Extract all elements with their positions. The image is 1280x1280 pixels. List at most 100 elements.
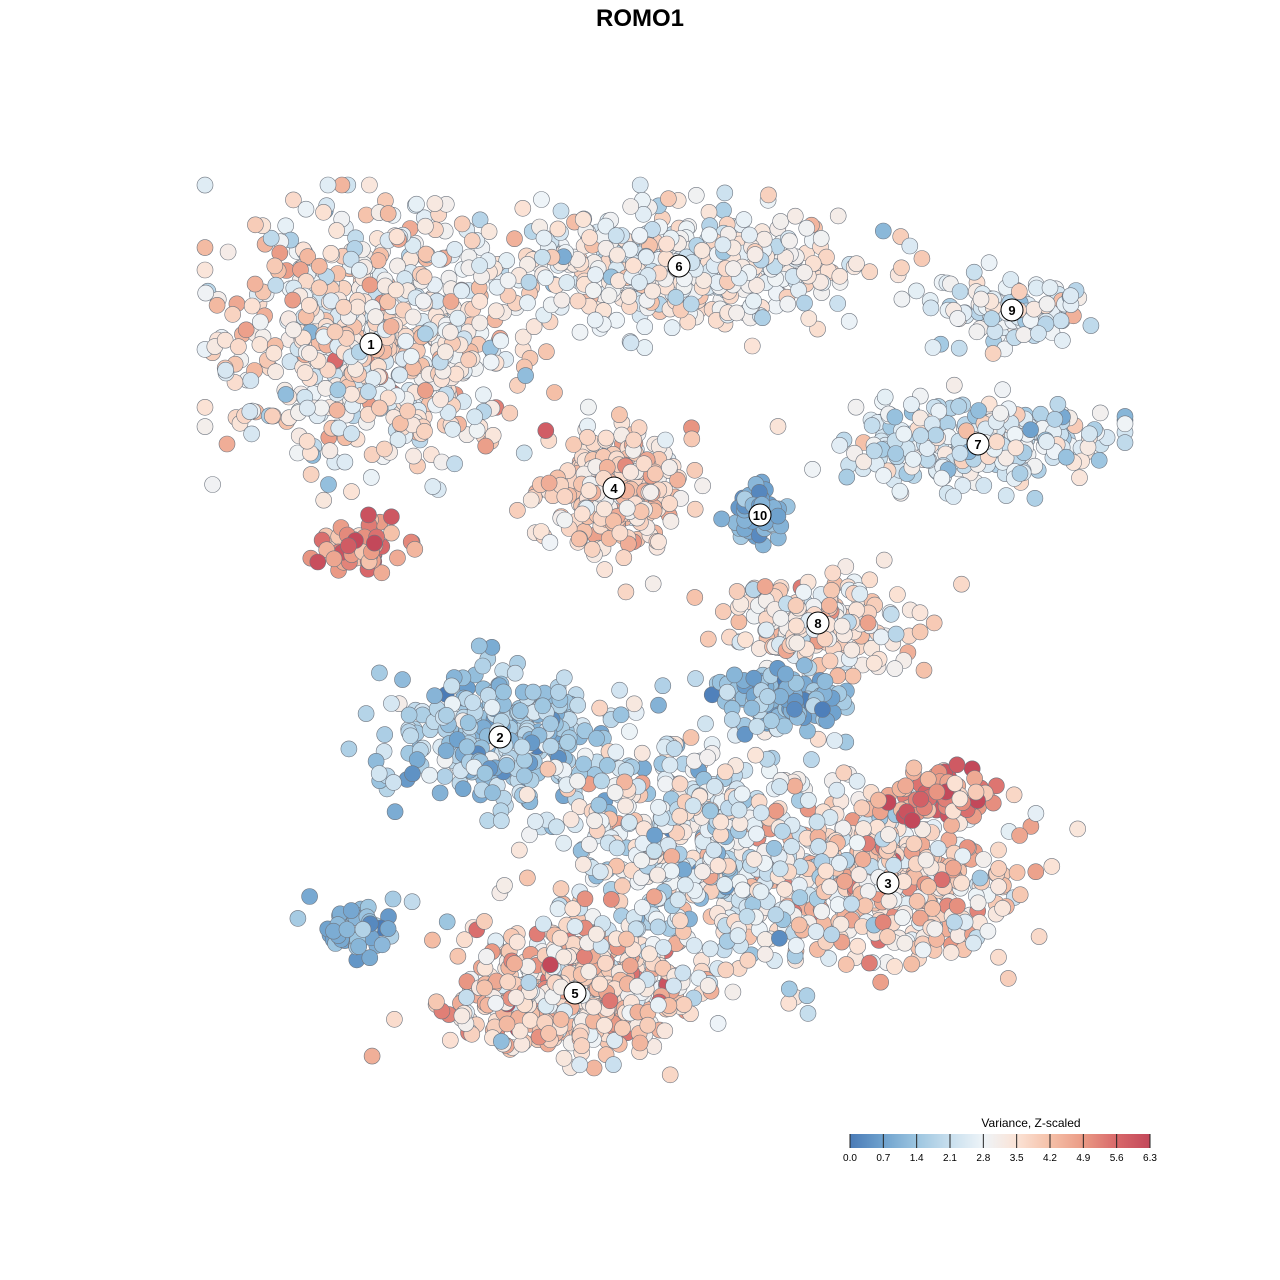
- chart-title: ROMO1: [596, 5, 684, 32]
- data-point: [546, 384, 563, 401]
- data-point: [581, 229, 598, 246]
- data-point: [843, 641, 861, 659]
- cluster-label-7: 7: [966, 432, 990, 456]
- data-point: [597, 429, 615, 447]
- data-point: [537, 422, 555, 439]
- data-point: [1027, 805, 1045, 822]
- data-point: [646, 465, 664, 483]
- points-layer: [196, 176, 1134, 1084]
- data-point: [552, 880, 570, 898]
- data-point: [525, 318, 543, 336]
- cluster-label-9: 9: [1000, 298, 1024, 322]
- data-point: [895, 425, 913, 443]
- data-point: [886, 958, 903, 975]
- data-point: [476, 913, 493, 930]
- data-point: [756, 931, 774, 948]
- data-point: [738, 908, 756, 925]
- data-point: [997, 487, 1015, 504]
- data-point: [748, 277, 765, 294]
- data-point: [671, 775, 689, 793]
- data-point: [737, 631, 754, 649]
- data-point: [263, 407, 281, 425]
- data-point: [415, 268, 433, 286]
- data-point: [625, 695, 643, 713]
- data-point: [682, 729, 700, 746]
- data-point: [741, 226, 758, 244]
- data-point: [816, 673, 834, 690]
- data-point: [388, 228, 406, 245]
- data-point: [777, 665, 794, 683]
- data-point: [556, 488, 574, 505]
- cluster-label-text: 2: [496, 730, 503, 745]
- data-point: [483, 699, 501, 716]
- data-point: [586, 812, 603, 830]
- data-point: [590, 796, 608, 814]
- data-point: [821, 652, 839, 670]
- data-point: [929, 840, 947, 857]
- data-point: [361, 276, 379, 294]
- data-point: [405, 447, 422, 465]
- data-point: [990, 878, 1007, 895]
- data-point: [730, 801, 748, 819]
- data-point: [555, 834, 573, 852]
- data-point: [237, 321, 255, 339]
- data-point: [1011, 886, 1029, 904]
- data-point: [894, 909, 911, 926]
- data-point: [1015, 326, 1033, 344]
- data-point: [637, 248, 655, 266]
- data-point: [363, 1047, 381, 1065]
- data-point: [836, 872, 853, 890]
- data-point: [555, 1050, 573, 1067]
- data-point: [300, 296, 318, 314]
- data-point: [383, 524, 400, 542]
- data-point: [476, 764, 494, 782]
- legend-tick-label: 2.8: [976, 1153, 990, 1164]
- data-point: [315, 204, 332, 221]
- data-point: [421, 766, 438, 784]
- data-point: [723, 711, 741, 728]
- data-point: [701, 940, 719, 958]
- data-point: [769, 507, 787, 525]
- data-point: [438, 913, 456, 931]
- cluster-label-text: 9: [1008, 303, 1015, 318]
- data-point: [641, 945, 658, 963]
- data-point: [400, 706, 418, 724]
- data-point: [972, 290, 990, 308]
- cluster-label-5: 5: [563, 981, 587, 1005]
- data-point: [759, 688, 776, 705]
- data-point: [265, 344, 283, 362]
- data-point: [875, 467, 892, 484]
- data-point: [614, 1019, 631, 1037]
- data-point: [911, 604, 929, 622]
- data-point: [315, 491, 333, 509]
- data-point: [416, 325, 434, 343]
- data-point: [606, 784, 624, 801]
- data-point: [379, 205, 397, 222]
- data-point: [774, 822, 791, 840]
- data-point: [1062, 287, 1079, 305]
- data-point: [769, 418, 787, 435]
- data-point: [686, 461, 704, 479]
- data-point: [694, 863, 711, 880]
- data-point: [343, 483, 360, 500]
- data-point: [665, 740, 683, 757]
- data-point: [800, 310, 818, 327]
- data-point: [499, 272, 517, 289]
- data-point: [865, 654, 883, 672]
- data-point: [969, 894, 987, 912]
- data-point: [608, 839, 626, 857]
- data-point: [492, 812, 510, 830]
- data-point: [682, 295, 700, 313]
- data-point: [620, 814, 638, 831]
- data-point: [833, 617, 851, 635]
- data-point: [340, 537, 357, 555]
- data-point: [580, 398, 597, 416]
- data-point: [694, 477, 712, 495]
- data-point: [297, 200, 315, 218]
- data-point: [790, 916, 808, 934]
- data-point: [196, 398, 214, 416]
- data-point: [706, 778, 723, 795]
- data-point: [509, 501, 526, 519]
- data-point: [441, 323, 459, 341]
- data-point: [336, 453, 354, 471]
